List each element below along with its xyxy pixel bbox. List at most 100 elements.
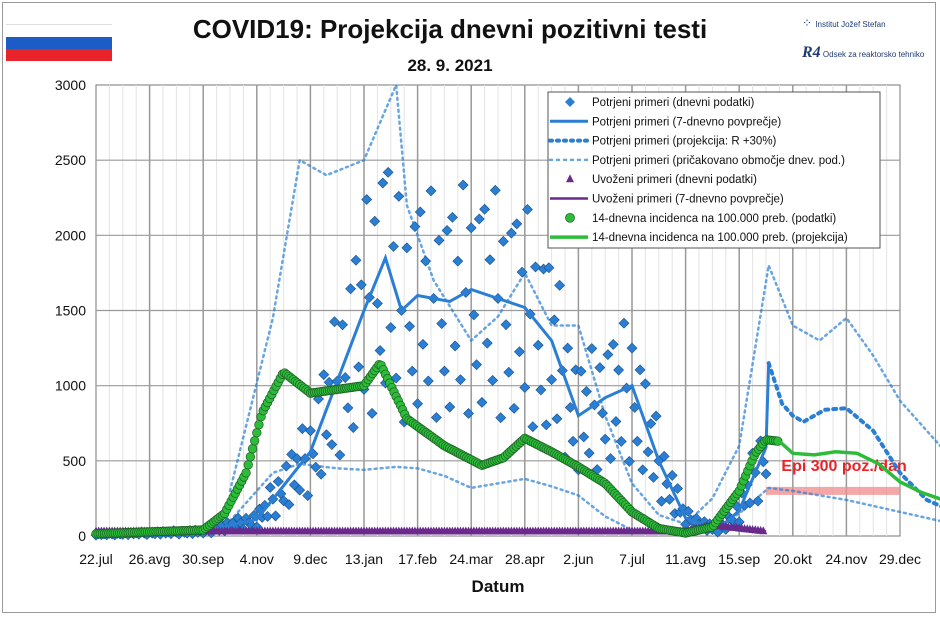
confirmed-daily-point: [286, 448, 298, 460]
x-tick-label: 15.sep: [718, 551, 760, 567]
confirmed-daily-point: [393, 190, 405, 202]
confirmed-daily-point: [554, 279, 566, 291]
x-tick-label: 22.jul: [79, 551, 112, 567]
y-tick-label: 2500: [55, 152, 86, 168]
confirmed-daily-point: [422, 375, 434, 387]
confirmed-daily-point: [505, 227, 517, 239]
confirmed-daily-point: [760, 468, 772, 480]
confirmed-daily-point: [535, 384, 547, 396]
confirmed-daily-point: [449, 340, 461, 352]
confirmed-daily-point: [645, 418, 657, 430]
x-tick-label: 28.apr: [505, 551, 545, 567]
confirmed-daily-point: [637, 464, 649, 476]
confirmed-daily-point: [278, 495, 290, 507]
confirmed-daily-point: [479, 203, 491, 215]
confirmed-daily-point: [532, 339, 544, 351]
confirmed-daily-point: [465, 222, 477, 234]
confirmed-daily-point: [540, 419, 552, 431]
confirmed-daily-point: [447, 211, 458, 223]
confirmed-daily-point: [508, 402, 520, 414]
confirmed-daily-point: [337, 319, 348, 331]
confirmed-daily-point: [543, 262, 555, 274]
y-tick-label: 0: [78, 528, 86, 544]
confirmed-daily-point: [441, 225, 453, 236]
confirmed-daily-point: [682, 505, 694, 517]
ijs-logo: ⁘ Institut Jožef Stefan: [802, 16, 886, 30]
confirmed-daily-point: [438, 365, 450, 377]
confirmed-daily-point: [420, 255, 432, 267]
r4-logo-icon: R4: [802, 44, 821, 61]
confirmed-daily-point: [264, 482, 276, 493]
incidence-data-point: [243, 460, 253, 470]
confirmed-daily-point: [342, 402, 354, 414]
y-tick-label: 1500: [55, 303, 86, 319]
legend-entry-label: 14-dnevna incidenca na 100.000 preb. (pr…: [592, 232, 848, 244]
incidence-data-point: [247, 444, 258, 454]
confirmed-daily-point: [401, 242, 413, 254]
confirmed-daily-point: [412, 398, 424, 410]
confirmed-daily-point: [288, 479, 300, 491]
confirmed-daily-point: [648, 471, 659, 483]
confirmed-daily-point: [294, 484, 306, 496]
confirmed-daily-point: [313, 393, 324, 405]
confirmed-daily-point: [752, 495, 764, 507]
confirmed-daily-point: [623, 456, 635, 467]
confirmed-daily-point: [406, 365, 418, 377]
y-tick-label: 2000: [55, 227, 86, 243]
confirmed-daily-point: [567, 435, 579, 447]
incidence-projection-line: [778, 439, 940, 501]
confirmed-daily-point: [353, 361, 365, 373]
legend-entry-label: Uvoženi primeri (dnevni podatki): [592, 174, 757, 186]
x-tick-label: 4.nov: [240, 551, 274, 567]
x-tick-label: 24.nov: [825, 551, 867, 567]
legend-marker-icon: [565, 212, 575, 223]
confirmed-daily-point: [321, 429, 332, 441]
confirmed-daily-point: [329, 316, 340, 328]
confirmed-daily-point: [581, 386, 592, 397]
legend-entry-label: Potrjeni primeri (projekcija: R +30%): [592, 136, 777, 148]
confirmed-daily-point: [551, 413, 563, 425]
expected-range-lower-line: [228, 462, 940, 536]
confirmed-daily-point: [594, 362, 606, 374]
confirmed-daily-point: [484, 254, 496, 266]
confirmed-daily-point: [639, 378, 651, 390]
incidence-data-point: [254, 420, 264, 430]
confirmed-daily-point: [613, 364, 625, 376]
confirmed-daily-point: [452, 255, 464, 267]
confirmed-daily-point: [530, 261, 541, 273]
confirmed-daily-point: [471, 359, 482, 371]
confirmed-daily-point: [425, 185, 437, 197]
confirmed-daily-point: [495, 412, 507, 424]
confirmed-daily-point: [489, 184, 501, 196]
x-tick-label: 17.feb: [398, 551, 437, 567]
confirmed-daily-point: [414, 206, 426, 218]
confirmed-daily-point: [404, 320, 415, 332]
confirmed-daily-point: [280, 460, 292, 472]
confirmed-daily-point: [374, 345, 386, 356]
confirmed-daily-point: [503, 366, 515, 378]
confirmed-daily-point: [610, 416, 622, 427]
confirmed-daily-point: [631, 435, 643, 447]
confirmed-daily-point: [334, 449, 346, 461]
confirmed-daily-point: [516, 266, 528, 278]
legend-entry-label: 14-dnevna incidenca na 100.000 preb. (po…: [592, 213, 836, 225]
incidence-data-point: [250, 436, 260, 446]
confirmed-daily-point: [436, 318, 448, 330]
confirmed-daily-point: [339, 372, 351, 383]
x-tick-label: 20.okt: [774, 551, 812, 567]
x-tick-label: 30.sep: [182, 551, 224, 567]
expected-range-upper-line: [228, 84, 940, 526]
y-tick-label: 500: [63, 453, 87, 469]
confirmed-daily-point: [527, 421, 539, 433]
confirmed-daily-point: [658, 450, 670, 462]
confirmed-daily-point: [575, 365, 587, 377]
confirmed-daily-point: [672, 483, 683, 494]
confirmed-daily-point: [385, 322, 397, 333]
incidence-data-point: [252, 428, 262, 438]
confirmed-daily-point: [291, 453, 303, 465]
confirmed-daily-point: [455, 374, 466, 386]
confirmed-daily-point: [272, 476, 284, 487]
confirmed-daily-point: [369, 215, 381, 227]
confirmed-daily-point: [597, 407, 608, 419]
